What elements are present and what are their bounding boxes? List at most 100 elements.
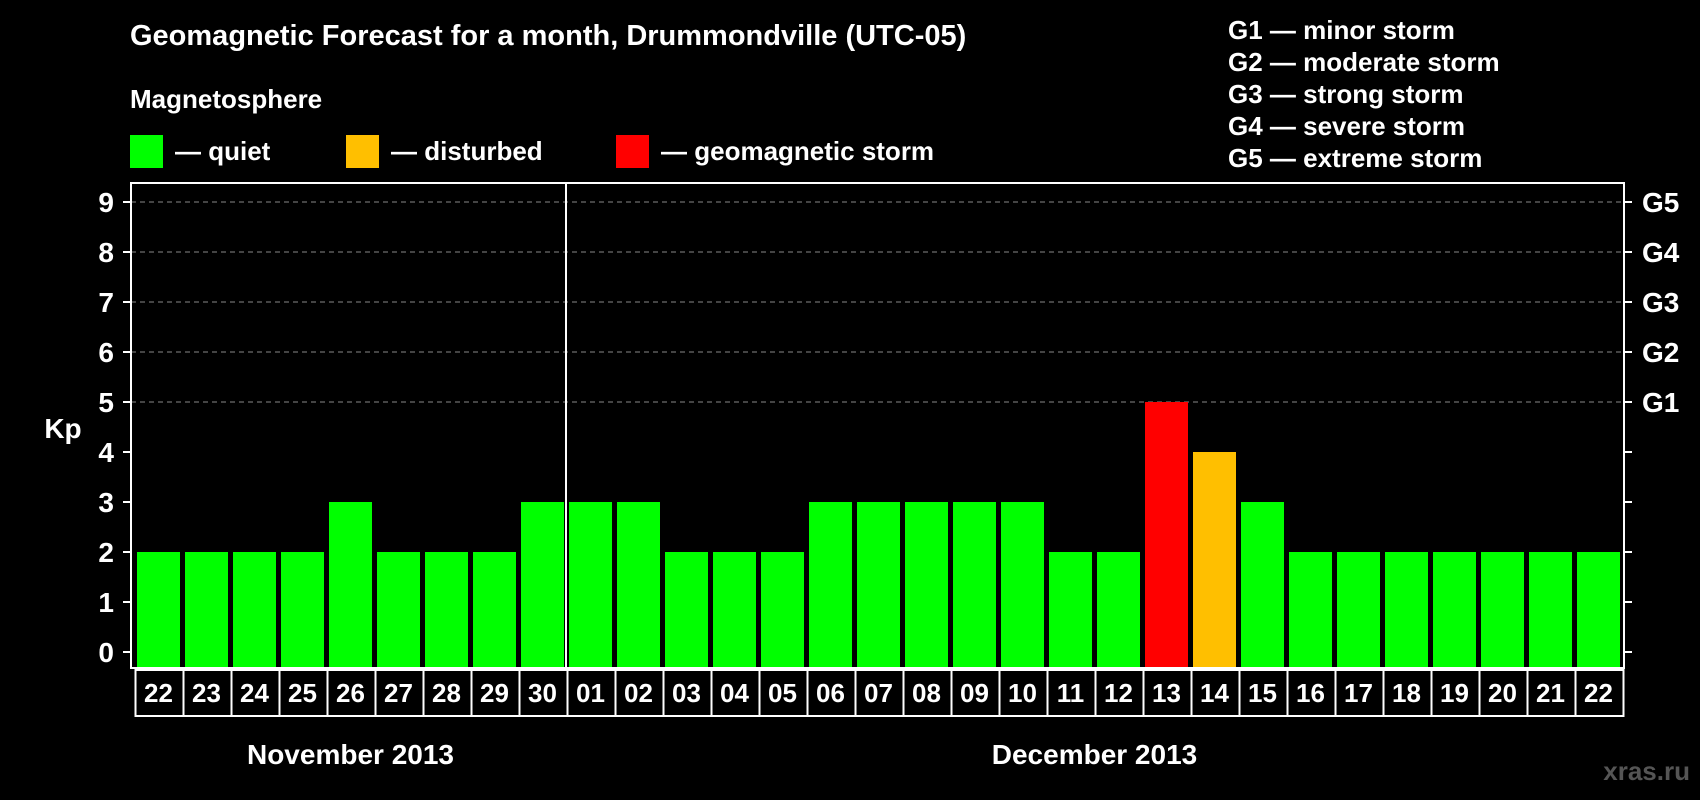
category-label: 30 [528, 678, 557, 708]
bar-3 [281, 552, 324, 670]
legend-swatch-quiet [130, 134, 163, 168]
bar-18 [1001, 502, 1044, 670]
y-tick-label: 6 [98, 337, 114, 368]
right-tick-label: G2 [1642, 337, 1679, 368]
bar-26 [1385, 552, 1428, 670]
bar-14 [809, 502, 852, 670]
legend-label-storm: — geomagnetic storm [661, 135, 935, 166]
category-label: 23 [192, 678, 221, 708]
category-label: 12 [1104, 678, 1133, 708]
y-tick-label: 0 [98, 637, 114, 668]
y-tick-label: 3 [98, 487, 114, 518]
bar-13 [761, 552, 804, 670]
right-tick-label: G3 [1642, 287, 1679, 318]
y-tick-label: 8 [98, 237, 114, 268]
y-axis-label: Kp [44, 413, 81, 444]
y-tick-label: 9 [98, 187, 114, 218]
right-tick-label: G5 [1642, 187, 1679, 218]
category-label: 06 [816, 678, 845, 708]
category-label: 02 [624, 678, 653, 708]
magnetosphere-label: Magnetosphere [130, 84, 323, 114]
category-label: 28 [432, 678, 461, 708]
category-label: 11 [1057, 678, 1085, 708]
y-tick-label: 7 [98, 287, 114, 318]
category-label: 14 [1200, 678, 1229, 708]
chart-title: Geomagnetic Forecast for a month, Drummo… [130, 20, 967, 52]
bar-5 [377, 552, 420, 670]
bar-1 [185, 552, 228, 670]
watermark: xras.ru [1603, 756, 1690, 786]
g-level-g5: G5 — extreme storm [1228, 143, 1483, 173]
bar-2 [233, 552, 276, 670]
bar-27 [1433, 552, 1476, 670]
bar-16 [905, 502, 948, 670]
category-label: 17 [1344, 678, 1373, 708]
category-label: 09 [960, 678, 989, 708]
category-label: 08 [912, 678, 941, 708]
legend-swatch-storm [616, 134, 649, 168]
bar-10 [617, 502, 660, 670]
y-tick-label: 4 [98, 437, 114, 468]
bar-7 [473, 552, 516, 670]
y-tick-label: 1 [98, 587, 114, 618]
legend-item-quiet: — quiet [130, 134, 270, 168]
g-level-g2: G2 — moderate storm [1228, 47, 1500, 77]
month-label: December 2013 [992, 739, 1197, 770]
category-label: 04 [720, 678, 749, 708]
bar-29 [1529, 552, 1572, 670]
category-label: 26 [336, 678, 365, 708]
bar-17 [953, 502, 996, 670]
bar-9 [569, 502, 612, 670]
bar-20 [1097, 552, 1140, 670]
bar-8 [521, 502, 564, 670]
category-label: 03 [672, 678, 701, 708]
bar-19 [1049, 552, 1092, 670]
g-level-g4: G4 — severe storm [1228, 111, 1466, 141]
category-label: 18 [1392, 678, 1421, 708]
g-level-g1: G1 — minor storm [1228, 15, 1455, 45]
legend-label-quiet: — quiet [175, 135, 271, 166]
bar-21 [1145, 402, 1188, 670]
category-label: 22 [1584, 678, 1613, 708]
month-label: November 2013 [247, 739, 454, 770]
bar-15 [857, 502, 900, 670]
category-label: 13 [1152, 678, 1181, 708]
category-label: 29 [480, 678, 509, 708]
bar-30 [1577, 552, 1620, 670]
bar-6 [425, 552, 468, 670]
legend-label-disturbed: — disturbed [391, 135, 543, 166]
category-label: 24 [240, 678, 269, 708]
g-level-key: G1 — minor storm G2 — moderate storm G3 … [1228, 14, 1500, 174]
bar-25 [1337, 552, 1380, 670]
category-label: 01 [576, 678, 605, 708]
category-label: 07 [864, 678, 893, 708]
category-label: 22 [144, 678, 173, 708]
bar-11 [665, 552, 708, 670]
legend-swatch-disturbed [346, 134, 379, 168]
category-box [1574, 669, 1625, 717]
y-tick-label: 2 [98, 537, 114, 568]
category-label: 15 [1248, 678, 1277, 708]
category-label: 27 [384, 678, 413, 708]
plot-frame [130, 182, 1625, 669]
category-label: 25 [288, 678, 317, 708]
bar-23 [1241, 502, 1284, 670]
legend-item-storm: — geomagnetic storm [616, 134, 934, 168]
category-label: 19 [1440, 678, 1469, 708]
category-label: 10 [1008, 678, 1037, 708]
bar-22 [1193, 452, 1236, 670]
category-label: 21 [1536, 678, 1565, 708]
g-level-g3: G3 — strong storm [1228, 79, 1464, 109]
right-tick-label: G4 [1642, 237, 1680, 268]
bar-0 [137, 552, 180, 670]
y-tick-label: 5 [98, 387, 114, 418]
category-label: 16 [1296, 678, 1325, 708]
bar-28 [1481, 552, 1524, 670]
category-label: 20 [1488, 678, 1517, 708]
legend-item-disturbed: — disturbed [346, 134, 543, 168]
category-label: 05 [768, 678, 797, 708]
bar-24 [1289, 552, 1332, 670]
bar-4 [329, 502, 372, 670]
bar-12 [713, 552, 756, 670]
